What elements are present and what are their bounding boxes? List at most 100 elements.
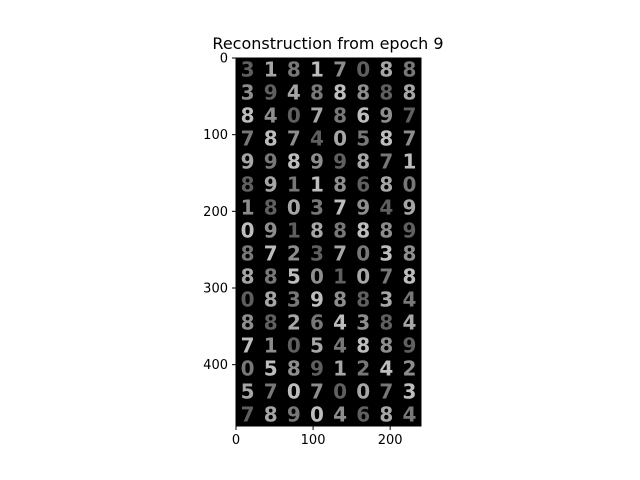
digit-cell: 8 — [379, 219, 393, 243]
digit-cell: 8 — [356, 150, 370, 174]
axes-frame — [235, 57, 422, 427]
digit-cell: 8 — [287, 58, 301, 82]
image-background — [236, 58, 421, 426]
digit-cell: 7 — [287, 127, 301, 151]
digit-cell: 5 — [356, 127, 370, 151]
digit-cell: 8 — [379, 334, 393, 358]
digit-cell: 9 — [287, 403, 301, 427]
digit-cell: 2 — [356, 357, 370, 381]
digit-cell: 7 — [310, 104, 324, 128]
digit-cell: 8 — [402, 58, 416, 82]
digit-cell: 8 — [264, 265, 278, 289]
digit-cell: 5 — [287, 265, 301, 289]
digit-cell: 3 — [241, 81, 255, 105]
x-tick-label: 200 — [378, 433, 403, 448]
digit-cell: 1 — [310, 58, 324, 82]
digit-cell: 4 — [333, 334, 347, 358]
digit-cell: 9 — [402, 196, 416, 220]
digit-cell: 9 — [379, 104, 393, 128]
digit-cell: 5 — [310, 334, 324, 358]
digit-cell: 4 — [333, 311, 347, 335]
digit-cell: 7 — [310, 380, 324, 404]
digit-cell: 4 — [402, 311, 416, 335]
digit-cell: 8 — [379, 311, 393, 335]
digit-cell: 7 — [379, 265, 393, 289]
digit-cell: 9 — [241, 150, 255, 174]
digit-cell: 0 — [287, 196, 301, 220]
digit-cell: 0 — [333, 380, 347, 404]
digit-cell: 7 — [241, 334, 255, 358]
digit-cell: 9 — [310, 357, 324, 381]
digit-cell: 7 — [241, 403, 255, 427]
digit-cell: 3 — [310, 242, 324, 266]
digit-cell: 6 — [310, 311, 324, 335]
digit-cell: 7 — [264, 242, 278, 266]
digit-cell: 0 — [287, 380, 301, 404]
digit-cell: 0 — [356, 380, 370, 404]
digit-cell: 0 — [241, 219, 255, 243]
digit-cell: 8 — [264, 288, 278, 312]
digit-cell: 5 — [264, 357, 278, 381]
digit-cell: 4 — [379, 357, 393, 381]
digit-cell: 8 — [287, 150, 301, 174]
digit-cell: 7 — [402, 104, 416, 128]
digit-cell: 0 — [356, 58, 370, 82]
digit-cell: 9 — [356, 196, 370, 220]
digit-cell: 8 — [310, 81, 324, 105]
digit-cell: 8 — [356, 81, 370, 105]
y-tick-label: 0 — [220, 52, 228, 67]
digit-cell: 1 — [287, 219, 301, 243]
digit-cell: 1 — [333, 357, 347, 381]
digit-cell: 9 — [264, 219, 278, 243]
digit-cell: 8 — [333, 288, 347, 312]
digit-cell: 8 — [333, 219, 347, 243]
digit-cell: 8 — [402, 265, 416, 289]
digit-cell: 0 — [241, 357, 255, 381]
digit-cell: 0 — [310, 265, 324, 289]
digit-cell: 0 — [287, 104, 301, 128]
digit-cell: 1 — [264, 58, 278, 82]
digit-cell: 9 — [264, 150, 278, 174]
digit-cell: 8 — [379, 81, 393, 105]
digit-cell: 8 — [333, 81, 347, 105]
digit-cell: 1 — [402, 150, 416, 174]
digit-cell: 8 — [264, 403, 278, 427]
digit-cell: 1 — [333, 265, 347, 289]
digit-cell: 8 — [264, 311, 278, 335]
digit-cell: 0 — [356, 242, 370, 266]
digit-cell: 8 — [241, 173, 255, 197]
digit-cell: 1 — [241, 196, 255, 220]
digit-cell: 8 — [241, 311, 255, 335]
digit-cell: 7 — [402, 127, 416, 151]
digit-cell: 4 — [379, 196, 393, 220]
digit-cell: 4 — [402, 288, 416, 312]
digit-cell: 7 — [333, 196, 347, 220]
digit-cell: 7 — [379, 380, 393, 404]
digit-cell: 9 — [310, 150, 324, 174]
digit-cell: 9 — [402, 219, 416, 243]
digit-cell: 8 — [379, 403, 393, 427]
x-tick-label: 0 — [232, 433, 240, 448]
digit-cell: 7 — [241, 127, 255, 151]
digit-cell: 8 — [356, 334, 370, 358]
digit-cell: 3 — [310, 196, 324, 220]
y-tick-label: 300 — [203, 282, 228, 297]
digit-cell: 6 — [356, 173, 370, 197]
y-tick-label: 400 — [203, 358, 228, 373]
plot-area: 3 1 8 1 7 0 8 83 9 4 8 8 8 8 88 4 0 7 8 6 9 77 8 7 4 0 5 8 79 9 8 9 9 8 7 1… — [203, 52, 422, 448]
digit-cell: 1 — [264, 334, 278, 358]
digit-cell: 3 — [287, 288, 301, 312]
digit-cell: 5 — [241, 380, 255, 404]
digit-cell: 9 — [264, 81, 278, 105]
digit-cell: 4 — [333, 403, 347, 427]
digit-cell: 7 — [264, 380, 278, 404]
digit-cell: 7 — [333, 242, 347, 266]
digit-cell: 8 — [379, 58, 393, 82]
digit-cell: 9 — [264, 173, 278, 197]
digit-cell: 0 — [333, 127, 347, 151]
digit-cell: 4 — [310, 127, 324, 151]
digit-cell: 2 — [287, 242, 301, 266]
digit-cell: 8 — [241, 265, 255, 289]
digit-cell: 3 — [241, 58, 255, 82]
digit-cell: 8 — [264, 196, 278, 220]
